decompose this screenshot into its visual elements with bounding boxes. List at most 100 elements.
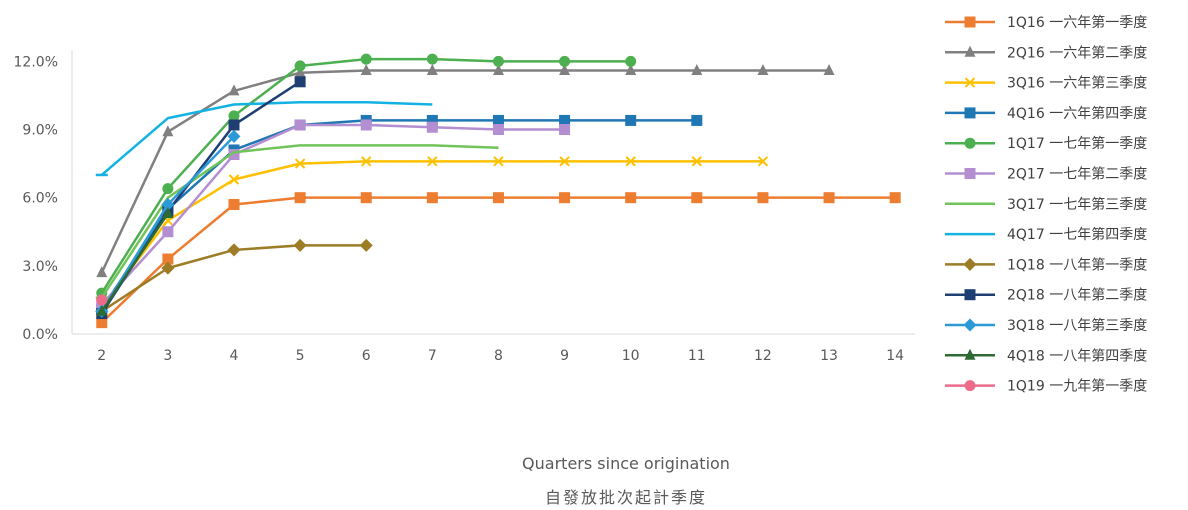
legend: 1Q16 一六年第一季度 2Q16 一六年第二季度 3Q16 一六年第三季度 4Q16… — [945, 14, 1147, 395]
data-point — [162, 226, 174, 238]
legend-label: 2Q17 一七年第二季度 — [1007, 166, 1147, 183]
legend-item: 2Q16 一六年第二季度 — [945, 44, 1147, 61]
data-point — [889, 192, 901, 204]
data-point — [96, 294, 108, 306]
data-point — [559, 124, 571, 136]
data-point — [162, 125, 174, 137]
legend-item: 4Q17 一七年第四季度 — [945, 226, 1147, 243]
x-tick-label: 9 — [560, 348, 569, 364]
data-point — [359, 238, 373, 252]
data-point — [294, 66, 306, 78]
data-point — [757, 192, 769, 204]
data-point — [96, 266, 108, 278]
data-point — [228, 119, 240, 131]
x-tick-label: 13 — [820, 348, 838, 364]
x-tick-label: 14 — [886, 348, 904, 364]
legend-item: 3Q16 一六年第三季度 — [945, 75, 1147, 92]
data-point — [228, 174, 240, 185]
legend-item: 1Q17 一七年第一季度 — [945, 135, 1147, 152]
legend-item: 2Q18 一八年第二季度 — [945, 287, 1147, 304]
data-point — [162, 253, 174, 265]
legend-label: 2Q16 一六年第二季度 — [1007, 44, 1147, 61]
series-line — [100, 196, 896, 324]
legend-item: 3Q18 一八年第三季度 — [945, 317, 1147, 334]
legend-label: 4Q18 一八年第四季度 — [1007, 347, 1147, 364]
data-point — [625, 156, 636, 167]
data-point — [96, 304, 108, 316]
series-line — [100, 57, 631, 294]
data-point — [228, 198, 240, 210]
data-point — [426, 114, 438, 126]
data-point — [625, 63, 637, 75]
legend-item: 3Q17 一七年第三季度 — [945, 196, 1147, 213]
legend-label: 2Q18 一八年第二季度 — [1007, 287, 1147, 304]
x-tick-label: 3 — [163, 348, 172, 364]
data-point — [625, 55, 637, 67]
data-point — [162, 207, 174, 219]
series-line — [100, 212, 169, 312]
legend-item: 4Q18 一八年第四季度 — [945, 347, 1147, 364]
data-point — [293, 238, 307, 252]
data-point — [493, 156, 504, 167]
x-tick-label: 7 — [428, 348, 437, 364]
data-point — [492, 192, 504, 204]
data-point — [691, 156, 703, 167]
data-point — [228, 110, 240, 122]
x-tick-label: 10 — [622, 348, 640, 364]
data-point — [559, 55, 571, 67]
legend-label: 3Q16 一六年第三季度 — [1007, 75, 1147, 92]
data-point — [559, 63, 571, 75]
y-tick-label: 9.0% — [22, 123, 58, 139]
data-point — [426, 53, 438, 65]
series-12 — [96, 207, 174, 316]
legend-label: 3Q17 一七年第三季度 — [1007, 196, 1147, 213]
data-point — [426, 63, 438, 75]
x-axis-label: Quarters since origination — [522, 454, 730, 473]
series-line — [100, 123, 565, 306]
data-point — [426, 121, 438, 133]
legend-item: 1Q18 一八年第一季度 — [945, 256, 1147, 273]
legend-marker — [964, 289, 976, 301]
y-tick-label: 6.0% — [22, 191, 58, 207]
series-line — [100, 80, 301, 315]
data-point — [228, 149, 240, 161]
x-tick-label: 11 — [688, 348, 706, 364]
legend-label: 1Q17 一七年第一季度 — [1007, 135, 1147, 152]
data-point — [427, 156, 438, 167]
data-point — [823, 192, 835, 204]
data-point — [691, 192, 703, 204]
legend-marker — [963, 257, 977, 271]
data-point — [559, 114, 571, 126]
x-tick-label: 4 — [230, 348, 239, 364]
series-group — [95, 53, 901, 329]
legend-label: 4Q16 一六年第四季度 — [1007, 105, 1147, 122]
legend-item: 1Q16 一六年第一季度 — [945, 14, 1147, 31]
legend-marker — [964, 107, 976, 119]
legend-label: 1Q16 一六年第一季度 — [1007, 14, 1147, 31]
legend-marker — [964, 77, 976, 88]
legend-label: 3Q18 一八年第三季度 — [1007, 317, 1147, 334]
axes: 0.0% 3.0% 6.0% 9.0% 12.0% 2 3 4 5 6 7 8 9 10 11 12 13 14 — [14, 50, 915, 364]
data-point — [757, 156, 769, 167]
data-point — [691, 63, 703, 75]
series-line — [100, 69, 830, 274]
series-13 — [96, 294, 108, 306]
series-line — [100, 160, 763, 308]
data-point — [360, 63, 372, 75]
data-point — [360, 192, 372, 204]
data-point — [492, 114, 504, 126]
y-tick-label: 12.0% — [14, 54, 58, 70]
data-point — [227, 129, 241, 143]
data-point — [823, 63, 835, 75]
legend-marker — [964, 380, 976, 392]
data-point — [361, 156, 372, 167]
legend-label: 4Q17 一七年第四季度 — [1007, 226, 1147, 243]
legend-marker — [964, 348, 976, 360]
legend-item: 2Q17 一七年第二季度 — [945, 166, 1147, 183]
data-point — [625, 114, 637, 126]
data-point — [492, 124, 504, 136]
legend-item: 1Q19 一九年第一季度 — [945, 378, 1147, 395]
x-tick-label: 8 — [494, 348, 503, 364]
data-point — [294, 76, 306, 88]
